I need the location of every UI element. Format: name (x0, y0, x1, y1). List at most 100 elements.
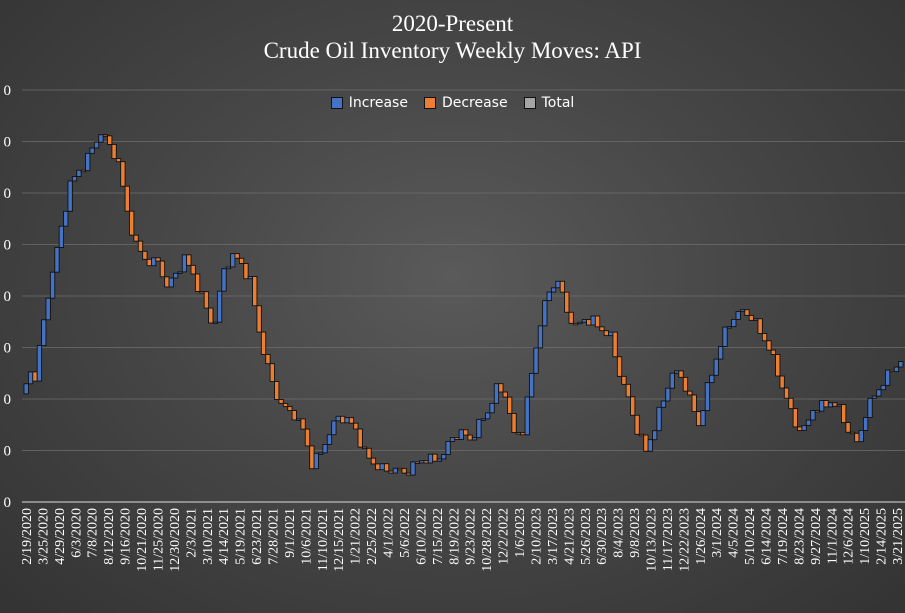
legend-label-increase: Increase (348, 95, 408, 111)
increase-bar (326, 434, 333, 445)
decrease-bar (348, 417, 355, 424)
x-tick-label: 6/30/2023 (595, 508, 610, 565)
increase-bar (871, 395, 878, 399)
decrease-bar (761, 333, 768, 342)
x-tick-label: 8/4/2023 (612, 508, 627, 558)
increase-bar (880, 384, 886, 391)
x-tick-label: 12/22/2023 (677, 508, 692, 572)
decrease-bar (432, 453, 438, 462)
increase-bar (71, 175, 78, 182)
increase-bar (322, 443, 328, 454)
decrease-bar (511, 412, 517, 433)
decrease-bar (278, 399, 284, 404)
legend-label-decrease: Decrease (441, 95, 508, 111)
decrease-bar (783, 387, 790, 399)
x-tick-label: 10/13/2023 (644, 508, 659, 572)
increase-bar (54, 247, 60, 273)
increase-bar (45, 297, 51, 321)
increase-bar (98, 134, 104, 143)
decrease-bar (625, 383, 631, 398)
x-tick-label: 8/12/2020 (102, 508, 117, 565)
increase-bar (656, 406, 662, 432)
legend-swatch-total (523, 97, 536, 109)
x-tick-label: 7/8/2020 (86, 508, 101, 558)
y-tick-label: 0 (4, 289, 12, 305)
increase-bar (485, 412, 491, 420)
increase-bar (335, 415, 341, 422)
increase-bar (27, 371, 34, 385)
decrease-bar (845, 422, 851, 433)
decrease-bar (788, 397, 794, 410)
increase-bar (85, 152, 91, 172)
x-tick-label: 12/6/2024 (842, 508, 857, 565)
decrease-bar (520, 432, 526, 436)
increase-bar (471, 437, 478, 441)
decrease-bar (414, 461, 420, 464)
x-axis: 2/19/2020 3/25/2020 4/29/2020 6/3/2020 7/8/2… (20, 508, 905, 572)
decrease-bar (129, 210, 135, 236)
x-tick-label: 5/10/2024 (743, 508, 758, 565)
decrease-bar (190, 264, 196, 275)
x-tick-label: 5/26/2023 (579, 508, 594, 565)
x-tick-label: 11/10/2021 (316, 508, 331, 571)
increase-bar (476, 418, 482, 439)
decrease-bar (502, 391, 508, 398)
increase-bar (410, 461, 416, 476)
legend: Increase Decrease Total (0, 95, 905, 111)
increase-bar (458, 429, 464, 440)
decrease-bar (612, 331, 618, 358)
x-tick-label: 3/1/2024 (710, 508, 725, 558)
increase-bar (731, 318, 737, 328)
decrease-bar (423, 460, 429, 464)
decrease-bar (757, 318, 763, 334)
increase-bar (331, 420, 337, 436)
increase-bar (722, 326, 728, 347)
decrease-bar (388, 470, 394, 474)
decrease-bar (159, 260, 166, 278)
increase-bar (713, 358, 719, 376)
x-tick-label: 1/6/2023 (513, 508, 528, 558)
increase-bar (379, 463, 385, 471)
decrease-bar (616, 356, 623, 377)
legend-item-total: Total (523, 95, 574, 111)
x-tick-label: 12/2/2022 (497, 508, 512, 565)
increase-bar (247, 276, 253, 280)
increase-bar (537, 325, 544, 349)
increase-bar (489, 402, 495, 414)
decrease-bar (814, 410, 820, 413)
increase-bar (524, 396, 530, 436)
x-tick-label: 4/14/2021 (217, 508, 232, 565)
increase-bar (318, 452, 324, 455)
x-tick-label: 3/21/2025 (891, 508, 905, 565)
increase-bar (704, 382, 711, 412)
increase-bar (181, 254, 188, 273)
decrease-bar (630, 396, 636, 416)
x-tick-label: 4/29/2020 (53, 508, 68, 565)
x-tick-label: 6/14/2024 (760, 508, 775, 565)
decrease-bar (120, 161, 126, 187)
increase-bar (546, 291, 552, 302)
y-tick-label: 0 (4, 83, 12, 99)
increase-bar (836, 404, 842, 407)
x-tick-label: 11/25/2020 (151, 508, 166, 571)
gridlines (22, 89, 905, 503)
increase-bar (177, 271, 183, 274)
increase-bar (753, 318, 759, 321)
decrease-bar (405, 472, 412, 476)
decrease-bar (238, 257, 245, 264)
decrease-bar (133, 234, 139, 242)
decrease-bar (243, 263, 249, 280)
increase-bar (230, 253, 236, 268)
decrease-bar (603, 330, 609, 337)
decrease-bar (300, 418, 306, 430)
decrease-bar (199, 290, 205, 294)
decrease-bar (463, 429, 469, 436)
decrease-bar (572, 322, 579, 326)
decrease-bar (186, 254, 192, 266)
x-tick-label: 1/21/2022 (349, 508, 364, 565)
increase-bar (172, 272, 179, 279)
x-tick-label: 12/30/2020 (168, 508, 183, 572)
increase-bar (647, 439, 653, 452)
decrease-bar (282, 402, 289, 408)
increase-bar (717, 345, 724, 360)
